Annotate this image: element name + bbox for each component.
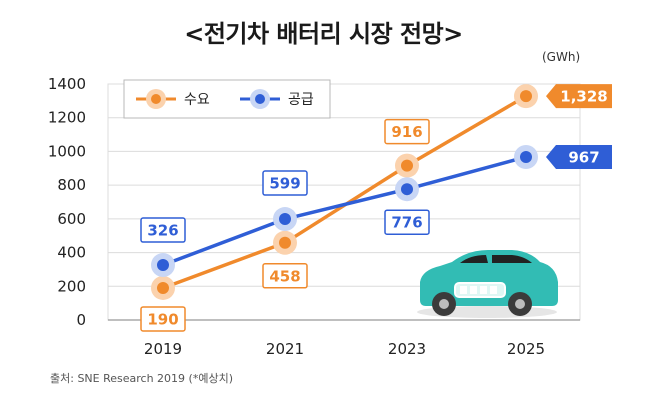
supply-data-label: 967 xyxy=(546,144,612,169)
battery-cell xyxy=(490,286,497,294)
supply-data-label-text: 599 xyxy=(269,175,300,193)
chart-title: <전기차 배터리 시장 전망> xyxy=(184,20,463,48)
legend: 수요 공급 xyxy=(123,79,331,119)
supply-legend-label: 공급 xyxy=(288,92,314,108)
car-hub-rear xyxy=(515,299,525,309)
y-tick-label: 200 xyxy=(57,277,86,295)
y-tick-label: 0 xyxy=(76,311,86,329)
demand-data-label: 916 xyxy=(384,118,430,145)
battery-cell xyxy=(480,286,487,294)
demand-data-label-box xyxy=(546,84,612,109)
x-tick-label: 2019 xyxy=(144,340,182,358)
x-tick-label: 2025 xyxy=(507,340,545,358)
demand-data-label-box xyxy=(140,306,186,332)
supply-data-label-box xyxy=(546,144,612,169)
supply-data-label: 326 xyxy=(140,217,186,243)
y-tick-label: 1000 xyxy=(48,142,86,160)
car-window-front xyxy=(460,255,488,263)
car-hub-front xyxy=(439,299,449,309)
demand-data-label: 458 xyxy=(262,263,308,289)
x-tick-label: 2023 xyxy=(388,340,426,358)
battery-cell xyxy=(470,286,477,294)
battery-cell xyxy=(460,286,467,294)
supply-data-label: 776 xyxy=(384,209,430,235)
supply-data-label-text: 967 xyxy=(568,148,599,166)
demand-data-label-box xyxy=(384,118,430,145)
y-tick-label: 600 xyxy=(57,210,86,228)
car-window-rear xyxy=(492,255,532,263)
x-tick-label: 2021 xyxy=(266,340,304,358)
y-tick-label: 800 xyxy=(57,176,86,194)
demand-data-label-box xyxy=(262,263,308,289)
demand-point xyxy=(279,236,291,249)
y-tick-label: 400 xyxy=(57,244,86,262)
electric-car-icon xyxy=(417,250,558,318)
demand-point xyxy=(157,281,169,294)
demand-legend-marker xyxy=(151,94,161,104)
supply-point xyxy=(401,183,413,196)
source-note: 출처: SNE Research 2019 (*예상치) xyxy=(50,372,233,385)
supply-series-line xyxy=(162,155,527,267)
supply-data-label-box xyxy=(140,217,186,243)
y-tick-label: 1200 xyxy=(48,109,86,127)
supply-point xyxy=(279,213,291,226)
demand-point xyxy=(520,90,532,103)
supply-point xyxy=(157,259,169,272)
supply-data-label-box xyxy=(384,209,430,235)
supply-legend-marker xyxy=(255,94,265,104)
demand-data-label: 190 xyxy=(140,306,186,332)
unit-label: (GWh) xyxy=(542,50,581,64)
demand-data-label-text: 190 xyxy=(147,310,178,328)
demand-data-label-text: 458 xyxy=(269,267,300,285)
demand-legend-label: 수요 xyxy=(184,92,210,108)
supply-data-label: 599 xyxy=(262,170,308,196)
y-tick-label: 1400 xyxy=(48,75,86,93)
demand-data-label: 1,328 xyxy=(546,84,612,109)
demand-data-label-text: 1,328 xyxy=(560,88,607,106)
supply-point xyxy=(520,150,532,163)
supply-data-label-text: 776 xyxy=(391,214,422,232)
supply-data-label-text: 326 xyxy=(147,222,178,240)
demand-point xyxy=(401,159,413,172)
demand-data-label-text: 916 xyxy=(391,123,422,141)
supply-data-label-box xyxy=(262,170,308,196)
